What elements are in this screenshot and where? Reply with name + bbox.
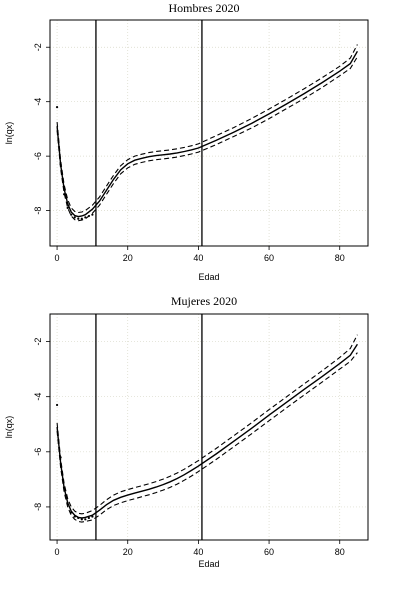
panel-hombres: Hombres 2020 0 20 40 60 80 -2 -4 -6 -8 Edad ln(… bbox=[4, 1, 369, 282]
y-axis-label: ln(qx) bbox=[4, 122, 14, 145]
x-tick-label: 0 bbox=[55, 253, 60, 263]
y-tick-label: -2 bbox=[33, 338, 43, 346]
plot-frame bbox=[49, 313, 369, 541]
panel-mujeres: Mujeres 2020 0 20 40 60 80 -2 -4 -6 -8 Edad ln(… bbox=[4, 294, 369, 569]
fitted-curve bbox=[56, 343, 358, 519]
data-point bbox=[55, 403, 59, 407]
panel-title: Hombres 2020 bbox=[169, 1, 240, 15]
y-axis: -2 -4 -6 -8 bbox=[33, 43, 50, 215]
plot-frame bbox=[49, 19, 369, 247]
x-tick-label: 60 bbox=[264, 253, 274, 263]
y-tick-label: -6 bbox=[33, 152, 43, 160]
data-point bbox=[66, 206, 69, 209]
x-tick-label: 20 bbox=[123, 547, 133, 557]
y-axis-label: ln(qx) bbox=[4, 416, 14, 439]
x-tick-label: 20 bbox=[123, 253, 133, 263]
data-point bbox=[63, 486, 66, 489]
y-tick-label: -4 bbox=[33, 393, 43, 401]
x-axis: 0 20 40 60 80 bbox=[55, 246, 345, 263]
data-point bbox=[77, 516, 80, 520]
x-axis-label: Edad bbox=[198, 272, 219, 282]
data-point bbox=[70, 511, 73, 514]
y-axis: -2 -4 -6 -8 bbox=[33, 338, 50, 511]
data-point bbox=[63, 193, 66, 196]
data-point bbox=[80, 217, 83, 220]
y-tick-label: -4 bbox=[33, 98, 43, 106]
data-point bbox=[73, 515, 76, 518]
confidence-band bbox=[56, 44, 358, 222]
y-tick-label: -6 bbox=[33, 448, 43, 456]
vertical-lines bbox=[95, 20, 203, 246]
data-point bbox=[91, 213, 94, 216]
band-upper-line bbox=[56, 44, 358, 214]
confidence-band bbox=[56, 334, 358, 523]
grid bbox=[50, 314, 368, 540]
data-point bbox=[66, 503, 69, 506]
vertical-lines bbox=[95, 314, 203, 540]
data-point bbox=[91, 515, 94, 518]
y-tick-label: -8 bbox=[33, 503, 43, 511]
grid bbox=[50, 20, 368, 246]
observed-points bbox=[55, 106, 94, 220]
fitted-curve bbox=[56, 50, 359, 218]
data-point bbox=[77, 217, 80, 220]
data-point bbox=[87, 516, 90, 520]
panel-title: Mujeres 2020 bbox=[171, 294, 237, 308]
observed-points bbox=[55, 403, 94, 521]
x-tick-label: 40 bbox=[193, 547, 203, 557]
x-tick-label: 0 bbox=[55, 547, 60, 557]
data-point bbox=[59, 456, 62, 459]
y-tick-label: -8 bbox=[33, 207, 43, 215]
x-tick-label: 60 bbox=[264, 547, 274, 557]
band-upper-line bbox=[56, 334, 358, 515]
data-point bbox=[55, 106, 59, 109]
data-point bbox=[59, 163, 62, 166]
data-point bbox=[80, 518, 83, 521]
fitted-line bbox=[56, 343, 358, 519]
x-axis-label: Edad bbox=[198, 559, 219, 569]
x-tick-label: 80 bbox=[335, 547, 345, 557]
data-point bbox=[84, 216, 87, 219]
data-point bbox=[84, 518, 87, 521]
data-point bbox=[70, 213, 73, 216]
x-tick-label: 40 bbox=[193, 253, 203, 263]
x-axis: 0 20 40 60 80 bbox=[55, 540, 345, 557]
data-point bbox=[87, 214, 90, 218]
band-lower-line bbox=[56, 56, 358, 222]
data-point bbox=[73, 216, 76, 219]
band-lower-line bbox=[56, 352, 358, 523]
fitted-line bbox=[56, 50, 359, 218]
x-tick-label: 80 bbox=[335, 253, 345, 263]
y-tick-label: -2 bbox=[33, 43, 43, 51]
